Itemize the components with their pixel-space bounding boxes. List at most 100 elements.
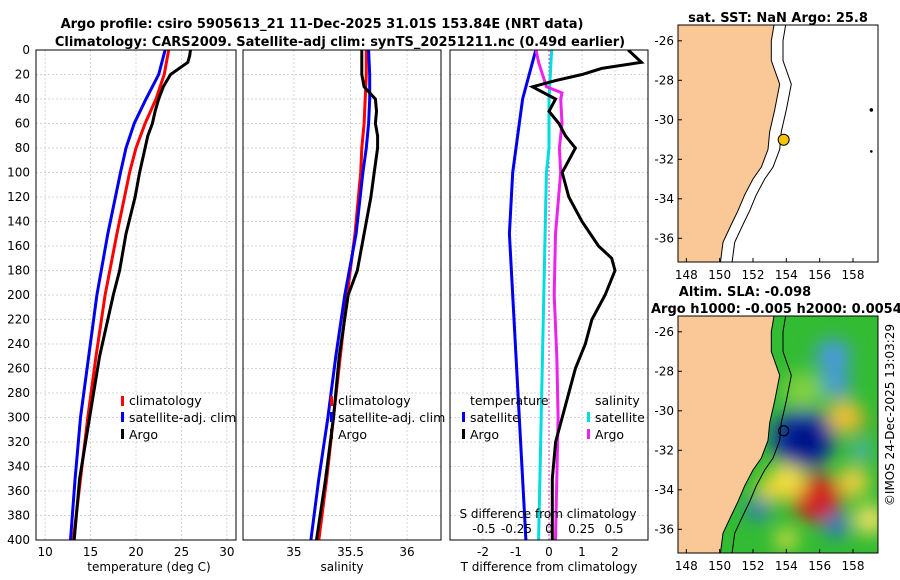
- x-tick-label: 152: [742, 559, 765, 573]
- temperature-xticks: 10 15 20 25 30: [37, 545, 234, 559]
- y-tick-label: 300: [7, 411, 30, 425]
- x-tick-label: 156: [808, 268, 831, 282]
- salinity-diff-xlabel: S difference from climatology: [460, 507, 637, 521]
- y-tick-label: 80: [15, 141, 30, 155]
- x-tick-label: 35.5: [337, 545, 364, 559]
- sla-anomaly-patch: [850, 439, 873, 461]
- x-tick-label: 35: [286, 545, 301, 559]
- y-tick-label: 60: [15, 117, 30, 131]
- sla-map-yticks: -26 -28 -30 -32 -34 -36: [654, 325, 682, 536]
- x-tick-label: 20: [128, 545, 143, 559]
- x-tick-label: 15: [83, 545, 98, 559]
- sla-anomaly-patch: [746, 499, 770, 521]
- x-tick-label: 148: [675, 268, 698, 282]
- y-tick-label: -28: [654, 364, 674, 378]
- legend-label-argo: Argo: [338, 427, 367, 442]
- salinity-diff-tick-label: -0.5: [472, 522, 495, 536]
- sla-map-title-line1: Altim. SLA: -0.098: [679, 285, 811, 300]
- x-tick-label: 154: [775, 268, 798, 282]
- salinity-grid: [243, 50, 441, 540]
- legend-marker-temperature-satellite: [462, 412, 465, 422]
- shelf-contour: [731, 316, 792, 553]
- y-tick-label: 280: [7, 386, 30, 400]
- argo-float-marker: [777, 133, 790, 146]
- sst-map-xticks: 148 150 152 154 156 158: [675, 258, 864, 282]
- temperature-satellite-line: [69, 50, 167, 540]
- legend-title-salinity: salinity: [595, 393, 640, 408]
- temperature-axes-frame: [35, 49, 237, 541]
- coastline: [719, 25, 781, 262]
- y-tick-label: 180: [7, 264, 30, 278]
- temperature-grid: [36, 50, 236, 540]
- temperature-xlabel: temperature (deg C): [87, 560, 210, 574]
- sla-map-xticks: 148 150 152 154 156 158: [675, 549, 865, 573]
- legend-label-climatology: climatology: [338, 393, 411, 408]
- legend-label-argo: Argo: [129, 427, 158, 442]
- x-tick-label: 152: [742, 268, 765, 282]
- x-tick-label: 10: [37, 545, 52, 559]
- sla-map-title-line2: Argo h1000: -0.005 h2000: 0.0054: [651, 302, 900, 317]
- sst-map-yticks: -26 -28 -30 -32 -34 -36: [654, 34, 682, 245]
- shelf-contour: [731, 25, 792, 262]
- y-tick-label: 320: [7, 435, 30, 449]
- figure-title-line2: Climatology: CARS2009. Satellite-adj cli…: [55, 35, 625, 50]
- imos-credit: ©IMOS 24-Dec-2025 13:03:29: [882, 290, 898, 540]
- y-tick-label: 140: [7, 215, 30, 229]
- sla-anomaly-patch: [837, 466, 869, 497]
- temperature-argo-diff-line: [528, 50, 645, 540]
- difference-xticks: -2 -1 0 1 2: [477, 545, 619, 559]
- y-tick-label: 340: [7, 460, 30, 474]
- salinity-axes-frame: [242, 49, 442, 541]
- sla-map-frame: [677, 315, 879, 554]
- y-tick-label: 0: [22, 43, 30, 57]
- legend-marker-temperature-argo: [462, 429, 465, 439]
- sla-anomaly-patch: [788, 425, 821, 456]
- y-tick-label: -36: [654, 522, 674, 536]
- y-tick-label: -30: [654, 113, 674, 127]
- y-tick-label: 240: [7, 337, 30, 351]
- y-tick-label: -28: [654, 73, 674, 87]
- argo-float-marker: [778, 425, 790, 437]
- y-tick-label: 200: [7, 288, 30, 302]
- salinity-legend: climatology satellite-adj. clim Argo: [330, 393, 445, 442]
- sla-anomaly-patch: [756, 477, 783, 502]
- y-tick-label: 380: [7, 509, 30, 523]
- y-tick-label: -34: [654, 192, 674, 206]
- x-tick-label: -1: [510, 545, 522, 559]
- x-tick-label: 158: [842, 559, 865, 573]
- island: [869, 108, 874, 112]
- legend-marker-salinity-satellite: [587, 412, 590, 422]
- y-tick-label: -32: [654, 443, 674, 457]
- y-tick-label: 40: [15, 92, 30, 106]
- salinity-diff-tick-label: 0.25: [568, 522, 595, 536]
- coastline: [719, 316, 781, 553]
- sla-anomaly-patch: [775, 528, 798, 550]
- y-tick-label: 120: [7, 190, 30, 204]
- difference-legend-salinity: salinity satellite Argo: [587, 393, 645, 442]
- y-tick-label: -36: [654, 231, 674, 245]
- legend-title-temperature: temperature: [470, 393, 549, 408]
- land-mass: [678, 25, 780, 262]
- salinity-xticks: 35 35.5 36: [286, 545, 414, 559]
- salinity-satellite-diff-line: [537, 50, 554, 540]
- legend-marker-satellite: [121, 412, 124, 422]
- x-tick-label: 156: [808, 559, 831, 573]
- temperature-argo-line: [72, 50, 192, 540]
- difference-panel: -2 -1 0 1 2 -0.5 -0.25 0 0.25 0.5 S difference f…: [449, 49, 649, 574]
- sla-anomaly-patch: [853, 504, 878, 535]
- legend-label-climatology: climatology: [129, 393, 202, 408]
- legend-marker-argo: [330, 429, 333, 439]
- x-tick-label: 25: [174, 545, 189, 559]
- salinity-argo-line: [315, 50, 380, 540]
- salinity-diff-tick-label: 0: [545, 522, 553, 536]
- y-tick-label: -34: [654, 483, 674, 497]
- temperature-legend: climatology satellite-adj. clim Argo: [121, 393, 236, 442]
- x-tick-label: 36: [399, 545, 414, 559]
- x-tick-label: 1: [578, 545, 586, 559]
- legend-label-satellite: satellite-adj. clim: [129, 410, 236, 425]
- legend-marker-argo: [121, 429, 124, 439]
- salinity-argo-diff-line: [534, 50, 564, 540]
- x-tick-label: 150: [708, 268, 731, 282]
- y-tick-label: 220: [7, 313, 30, 327]
